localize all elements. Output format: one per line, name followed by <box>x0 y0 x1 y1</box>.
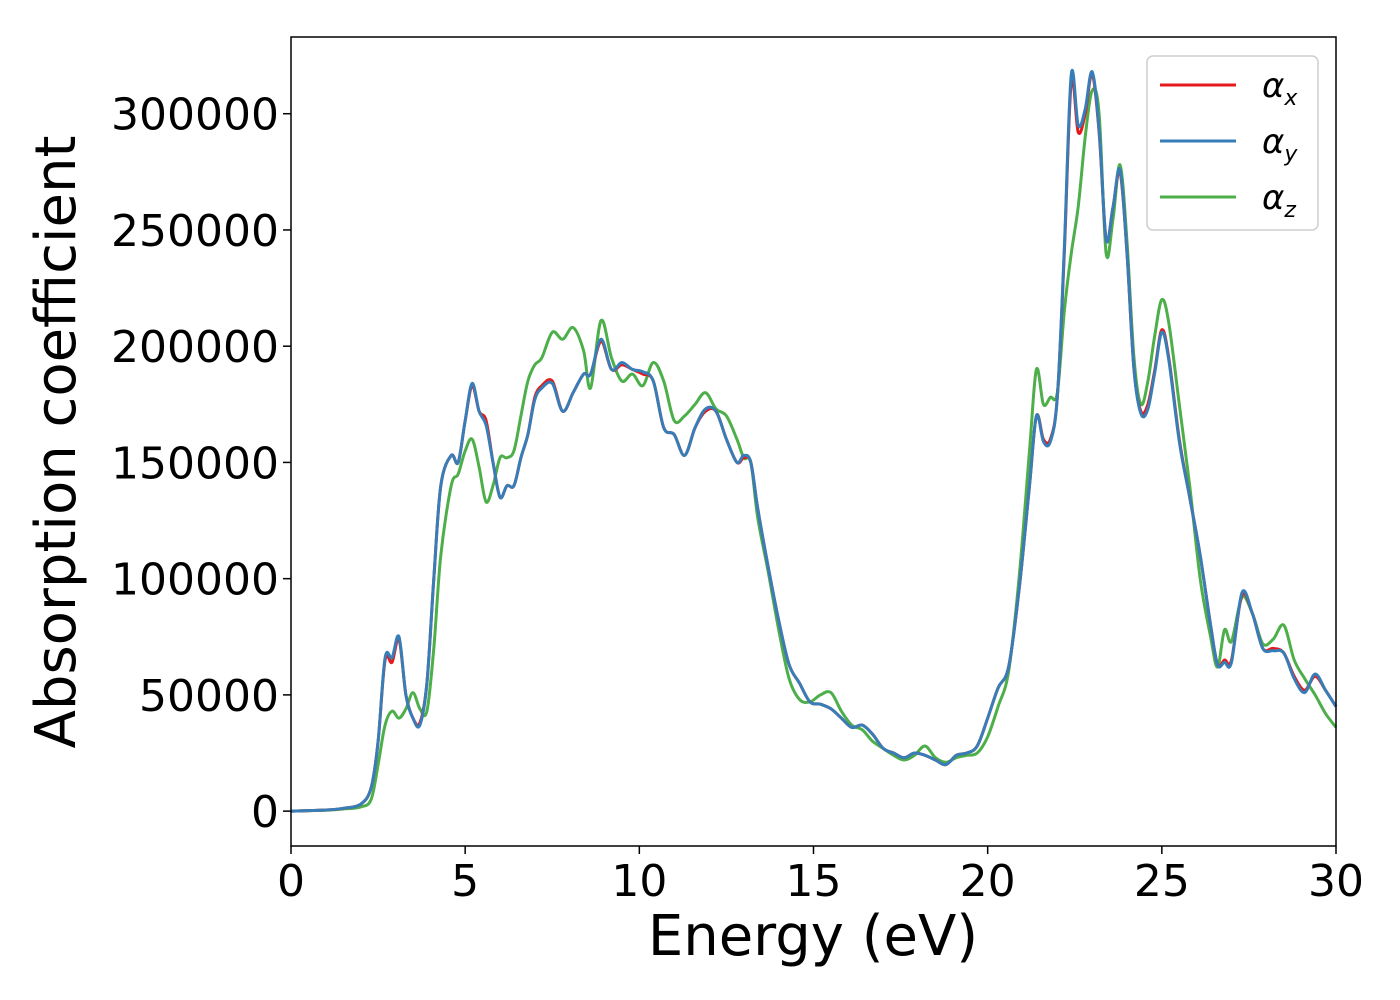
x-tick-label: 10 <box>611 856 667 907</box>
x-tick-label: 0 <box>277 856 305 907</box>
y-tick-label: 150000 <box>111 438 279 489</box>
y-tick-label: 250000 <box>111 206 279 257</box>
x-axis-label: Energy (eV) <box>648 904 978 969</box>
series-line-alpha-y <box>290 68 1338 813</box>
legend-label-alpha-y: αy <box>1262 122 1298 167</box>
series-layer <box>290 68 1338 813</box>
legend-items: αx αy αz <box>1160 66 1298 223</box>
legend-box <box>1146 55 1319 231</box>
y-axis-label: Absorption coefficient <box>24 136 89 749</box>
y-tick-label: 300000 <box>111 90 279 141</box>
x-tick-label: 20 <box>960 856 1016 907</box>
legend: αx αy αz <box>1146 55 1319 231</box>
y-tick-label: 200000 <box>111 322 279 373</box>
y-tick-label: 100000 <box>111 555 279 606</box>
x-tick-label: 15 <box>786 856 842 907</box>
legend-label-alpha-x: αx <box>1262 66 1298 111</box>
x-tick-label: 5 <box>451 856 479 907</box>
x-tick-label: 25 <box>1134 856 1190 907</box>
x-axis-ticks: 0 5 10 15 20 25 30 <box>277 846 1364 907</box>
legend-label-alpha-z: αz <box>1262 178 1296 223</box>
y-axis-ticks: 0 50000 100000 150000 200000 250000 300000 <box>111 90 291 838</box>
y-tick-label: 50000 <box>139 671 279 722</box>
x-tick-label: 30 <box>1308 856 1364 907</box>
series-line-alpha-z <box>290 87 1338 813</box>
y-tick-label: 0 <box>251 787 279 838</box>
